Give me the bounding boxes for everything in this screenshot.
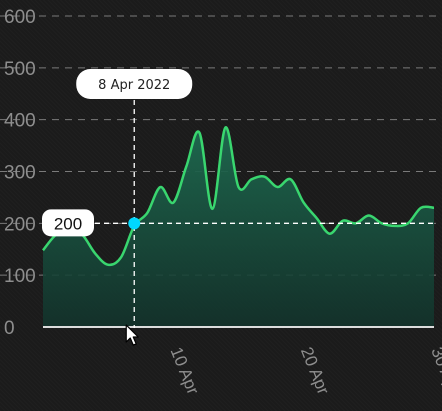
y-tick-label: 400 <box>4 111 36 132</box>
series-area <box>43 127 434 327</box>
x-tick-label: 20 Apr <box>297 344 333 397</box>
y-tick-label: 500 <box>4 59 36 80</box>
date-tooltip-label: 8 Apr 2022 <box>98 78 170 93</box>
mouse-pointer-icon <box>125 324 139 346</box>
crosshair-marker <box>128 217 141 230</box>
date-tooltip <box>76 69 193 99</box>
x-tick-label: 10 Apr <box>167 344 203 397</box>
y-tick-label: 200 <box>4 214 36 235</box>
y-axis-ticks: 0 100 200 300 400 500 600 <box>4 7 36 339</box>
series-line <box>42 126 435 267</box>
crosshair: 8 Apr 2022 200 <box>42 69 436 328</box>
value-tooltip-label: 200 <box>54 214 82 233</box>
y-tick-label: 300 <box>4 163 36 184</box>
y-tick-label: 100 <box>4 266 36 287</box>
value-tooltip <box>42 209 94 237</box>
x-axis-ticks: 10 Apr 20 Apr 30 Apr <box>167 344 442 397</box>
y-tick-label: 600 <box>4 7 36 28</box>
y-tick-label: 0 <box>4 318 15 339</box>
x-tick-label: 30 Apr <box>427 344 442 397</box>
